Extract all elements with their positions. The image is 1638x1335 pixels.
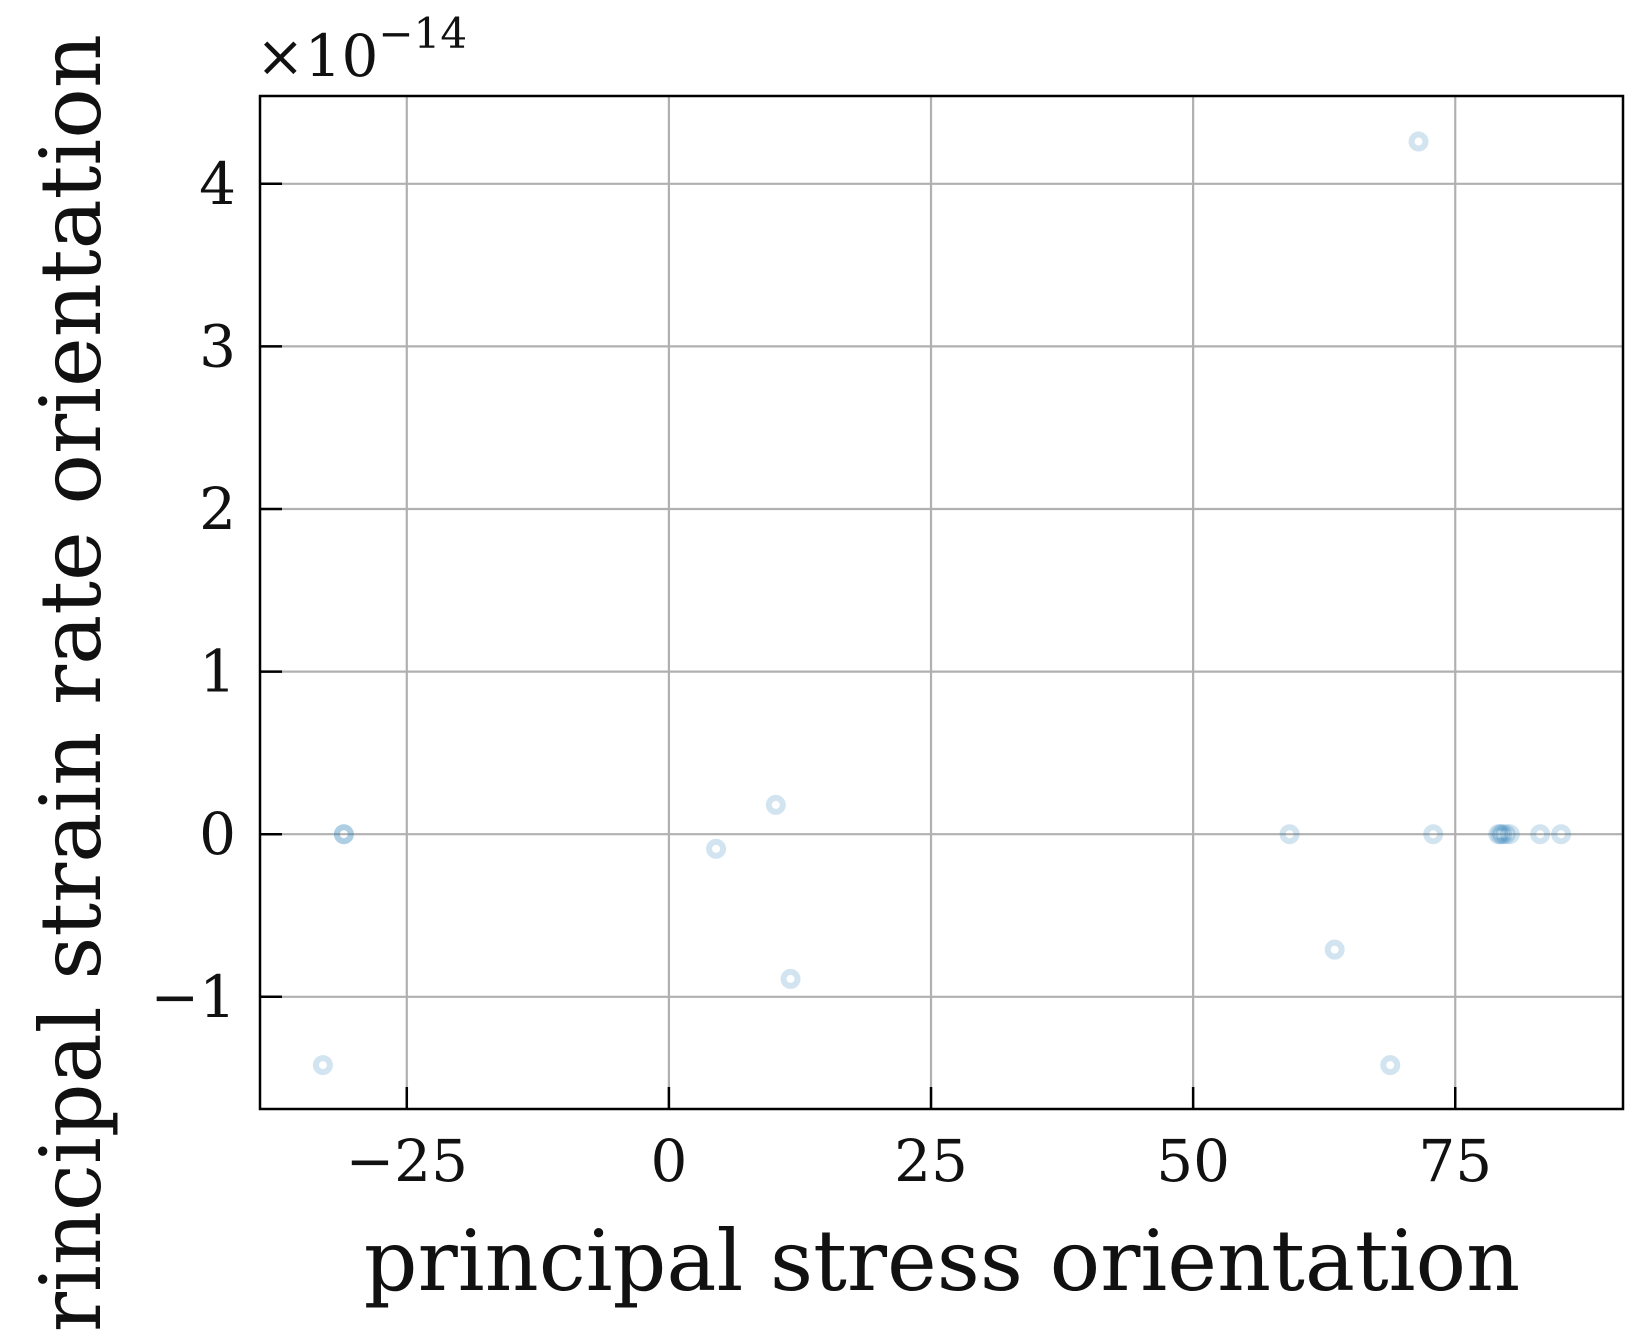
y-offset-label: ×10−14 <box>256 9 467 90</box>
data-point <box>1530 824 1551 845</box>
data-point <box>1380 1055 1401 1076</box>
data-point <box>1324 939 1345 960</box>
x-axis-label: principal stress orientation <box>364 1212 1520 1310</box>
data-point <box>1490 824 1511 845</box>
grid-lines <box>260 96 1623 1109</box>
data-point <box>312 1055 333 1076</box>
data-points <box>312 131 1572 1076</box>
data-point <box>1551 824 1572 845</box>
y-tick-label: 1 <box>199 638 236 706</box>
y-tick-label: 3 <box>199 312 236 380</box>
x-tick-label: −25 <box>346 1127 468 1195</box>
data-point <box>706 838 727 859</box>
x-tick-label: 75 <box>1418 1127 1492 1195</box>
y-axis-label: principal strain rate orientation <box>22 34 120 1335</box>
data-point <box>765 794 786 815</box>
data-point <box>333 824 354 845</box>
data-point <box>1279 824 1300 845</box>
y-tick-label: 4 <box>199 150 236 218</box>
y-tick-label: 0 <box>199 800 236 868</box>
axis-ticks <box>260 182 1457 1109</box>
data-point <box>1492 824 1513 845</box>
x-tick-label: 0 <box>650 1127 687 1195</box>
x-tick-label: 25 <box>894 1127 968 1195</box>
data-point <box>1499 824 1520 845</box>
y-offset-prefix: ×10 <box>256 22 378 90</box>
y-tick-label: −1 <box>151 963 237 1031</box>
y-tick-label: 2 <box>199 475 236 543</box>
plot-frame <box>258 94 1625 1111</box>
data-point <box>1423 824 1444 845</box>
tick-labels: −25 0 25 50 75 −1 0 1 2 3 4 <box>151 150 1493 1195</box>
data-point <box>333 824 354 845</box>
y-offset-exponent: −14 <box>378 9 467 58</box>
data-point <box>1488 824 1509 845</box>
data-point <box>1408 131 1429 152</box>
data-point <box>780 968 801 989</box>
data-point <box>1495 824 1516 845</box>
x-tick-label: 50 <box>1156 1127 1230 1195</box>
